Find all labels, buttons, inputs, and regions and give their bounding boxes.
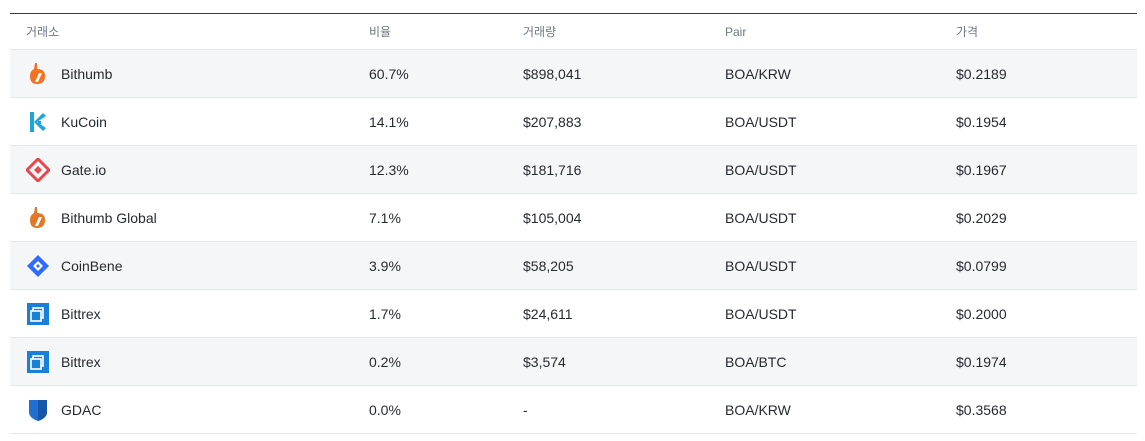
exchange-cell[interactable]: Bittrex [10, 350, 369, 374]
volume-cell: $207,883 [523, 113, 582, 130]
price-cell: $0.3568 [956, 401, 1007, 418]
ratio-cell: 3.9% [369, 257, 401, 274]
pair-cell: BOA/USDT [725, 209, 797, 226]
exchange-name[interactable]: Bithumb [61, 65, 113, 82]
ratio-cell: 1.7% [369, 305, 401, 322]
volume-cell: $898,041 [523, 65, 582, 82]
exchange-cell[interactable]: Bithumb Global [10, 206, 369, 230]
bittrex-icon [26, 350, 50, 374]
bittrex-icon [26, 302, 50, 326]
exchange-name[interactable]: Bithumb Global [61, 209, 157, 226]
exchange-cell[interactable]: CoinBene [10, 254, 369, 278]
exchange-name[interactable]: CoinBene [61, 257, 123, 274]
exchange-name[interactable]: KuCoin [61, 113, 107, 130]
table-row[interactable]: Bithumb Global 7.1% $105,004 BOA/USDT $0… [10, 193, 1137, 241]
exchange-cell[interactable]: KuCoin [10, 110, 369, 134]
pair-cell: BOA/USDT [725, 113, 797, 130]
table-row[interactable]: GDAC 0.0% - BOA/KRW $0.3568 [10, 385, 1137, 434]
volume-cell: $105,004 [523, 209, 582, 226]
ratio-cell: 7.1% [369, 209, 401, 226]
exchange-name[interactable]: Gate.io [61, 161, 107, 178]
exchange-name[interactable]: Bittrex [61, 305, 101, 322]
table-row[interactable]: Bittrex 0.2% $3,574 BOA/BTC $0.1974 [10, 337, 1137, 385]
table-header: 거래소 비율 거래량 Pair 가격 [10, 14, 1137, 49]
price-cell: $0.2000 [956, 305, 1007, 322]
bithumb-global-icon [26, 206, 50, 230]
coinbene-icon [26, 254, 50, 278]
ratio-cell: 14.1% [369, 113, 409, 130]
table-row[interactable]: Bithumb 60.7% $898,041 BOA/KRW $0.2189 [10, 49, 1137, 97]
price-cell: $0.0799 [956, 257, 1007, 274]
price-cell: $0.2189 [956, 65, 1007, 82]
volume-cell: $3,574 [523, 353, 566, 370]
pair-cell: BOA/BTC [725, 353, 787, 370]
header-volume[interactable]: 거래량 [523, 25, 557, 39]
gateio-icon [26, 157, 50, 182]
price-cell: $0.1974 [956, 353, 1007, 370]
volume-cell: $58,205 [523, 257, 574, 274]
ratio-cell: 0.0% [369, 401, 401, 418]
table-row[interactable]: CoinBene 3.9% $58,205 BOA/USDT $0.0799 [10, 241, 1137, 289]
volume-cell: $181,716 [523, 161, 582, 178]
exchange-table: 거래소 비율 거래량 Pair 가격 Bithumb 60.7% $898,04… [10, 13, 1137, 434]
exchange-cell[interactable]: Gate.io [10, 157, 369, 182]
header-exchange[interactable]: 거래소 [26, 25, 60, 39]
exchange-cell[interactable]: Bithumb [10, 62, 369, 86]
exchange-cell[interactable]: Bittrex [10, 302, 369, 326]
table-row[interactable]: KuCoin 14.1% $207,883 BOA/USDT $0.1954 [10, 97, 1137, 145]
header-price[interactable]: 가격 [956, 25, 979, 39]
kucoin-icon [26, 110, 50, 134]
price-cell: $0.2029 [956, 209, 1007, 226]
pair-cell: BOA/USDT [725, 257, 797, 274]
ratio-cell: 12.3% [369, 161, 409, 178]
pair-cell: BOA/USDT [725, 305, 797, 322]
ratio-cell: 60.7% [369, 65, 409, 82]
price-cell: $0.1954 [956, 113, 1007, 130]
gdac-icon [26, 398, 50, 422]
pair-cell: BOA/KRW [725, 65, 791, 82]
ratio-cell: 0.2% [369, 353, 401, 370]
exchange-name[interactable]: GDAC [61, 401, 102, 418]
exchange-name[interactable]: Bittrex [61, 353, 101, 370]
exchange-cell[interactable]: GDAC [10, 398, 369, 422]
pair-cell: BOA/KRW [725, 401, 791, 418]
volume-cell: $24,611 [523, 305, 573, 322]
header-ratio[interactable]: 비율 [369, 25, 392, 39]
price-cell: $0.1967 [956, 161, 1007, 178]
volume-cell: - [523, 401, 528, 418]
header-pair[interactable]: Pair [725, 24, 747, 39]
pair-cell: BOA/USDT [725, 161, 797, 178]
bithumb-icon [26, 62, 50, 86]
table-row[interactable]: Bittrex 1.7% $24,611 BOA/USDT $0.2000 [10, 289, 1137, 337]
table-row[interactable]: Gate.io 12.3% $181,716 BOA/USDT $0.1967 [10, 145, 1137, 193]
